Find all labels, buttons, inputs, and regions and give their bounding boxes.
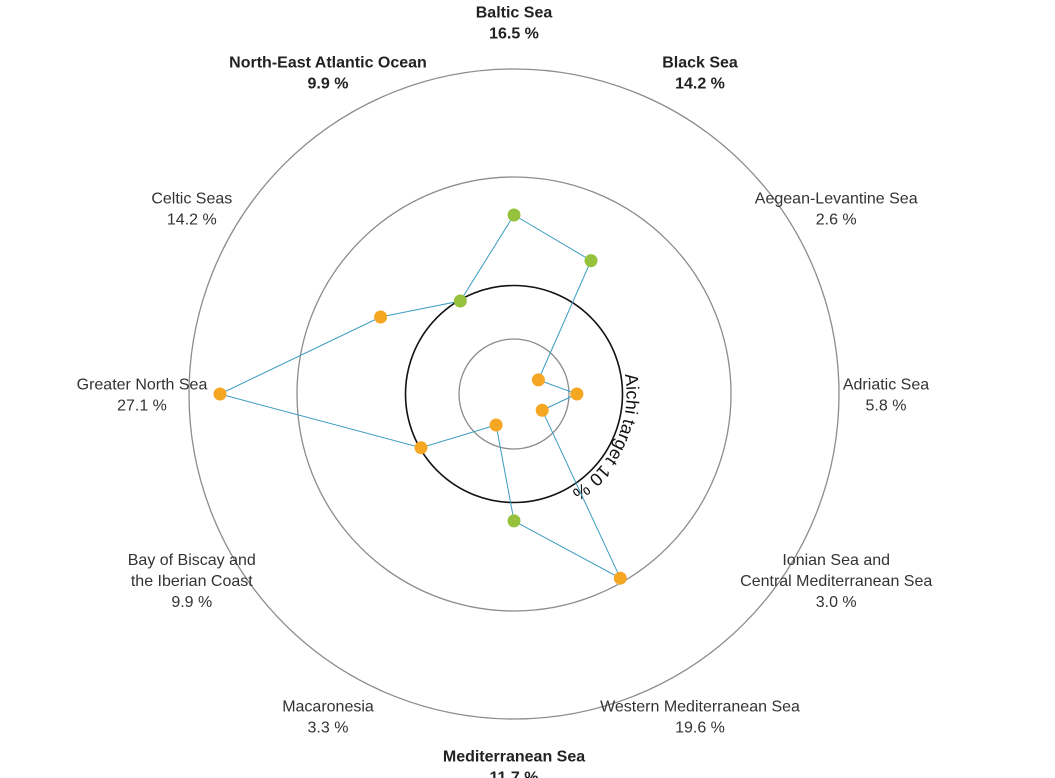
- axis-label-6: Western Mediterranean Sea 19.6 %: [600, 699, 800, 737]
- axis-label-10: Greater North Sea 27.1 %: [77, 377, 208, 415]
- data-point-12: [453, 294, 467, 308]
- aichi-target: Aichi target 10 %: [404, 284, 643, 504]
- data-point-11: [374, 310, 388, 324]
- series: [213, 208, 627, 585]
- axis-label-2: Black Sea 14.2 %: [662, 54, 738, 92]
- data-point-10: [213, 387, 227, 401]
- series-line: [218, 214, 622, 580]
- axis-label-5: Ionian Sea and Central Mediterranean Sea 3…: [740, 552, 932, 611]
- data-point-9: [414, 441, 428, 455]
- grid-ring-3: [188, 68, 840, 720]
- data-point-5: [535, 403, 549, 417]
- data-point-7: [507, 514, 521, 528]
- axis-label-8: Macaronesia 3.3 %: [282, 699, 374, 737]
- axis-label-4: Adriatic Sea 5.8 %: [843, 377, 929, 415]
- data-point-1: [507, 208, 521, 222]
- axis-label-1: Baltic Sea 16.5 %: [476, 5, 553, 43]
- target-ring: [404, 284, 624, 504]
- axis-label-3: Aegean-Levantine Sea 2.6 %: [755, 191, 918, 229]
- axis-label-11: Celtic Seas 14.2 %: [151, 191, 232, 229]
- axis-label-7: Mediterranean Sea 11.7 %: [443, 749, 585, 778]
- data-point-4: [570, 387, 584, 401]
- data-point-8: [489, 418, 503, 432]
- ring-grid: [188, 68, 840, 720]
- grid-ring-1: [458, 338, 570, 450]
- data-point-2: [584, 254, 598, 268]
- axis-labels: Baltic Sea 16.5 % Black Sea 14.2 % Aegean-Le…: [77, 5, 933, 778]
- data-point-6: [613, 571, 627, 585]
- grid-ring-2: [296, 176, 732, 612]
- axis-label-12: North-East Atlantic Ocean 9.9 %: [229, 54, 427, 92]
- axis-label-9: Bay of Biscay and the Iberian Coast 9.9 %: [128, 552, 256, 611]
- data-point-3: [531, 373, 545, 387]
